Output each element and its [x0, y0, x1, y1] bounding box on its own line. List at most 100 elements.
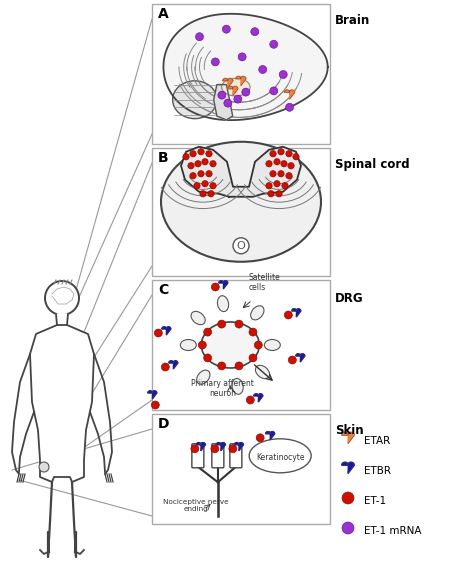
Polygon shape	[216, 443, 226, 451]
FancyBboxPatch shape	[212, 444, 224, 468]
Circle shape	[255, 341, 262, 349]
Circle shape	[342, 522, 354, 534]
Polygon shape	[214, 84, 233, 120]
Bar	[152, 280, 330, 410]
Ellipse shape	[249, 439, 311, 473]
Circle shape	[251, 28, 259, 35]
Circle shape	[191, 445, 199, 453]
Circle shape	[195, 33, 203, 41]
Circle shape	[278, 149, 284, 155]
Circle shape	[188, 163, 194, 169]
Circle shape	[45, 281, 79, 315]
Bar	[152, 4, 330, 144]
Circle shape	[211, 58, 219, 66]
Ellipse shape	[255, 365, 270, 379]
Circle shape	[204, 328, 212, 336]
Bar	[152, 414, 330, 524]
Circle shape	[235, 362, 243, 370]
Circle shape	[288, 356, 296, 364]
Text: DRG: DRG	[335, 292, 364, 305]
Circle shape	[256, 434, 264, 442]
Polygon shape	[228, 86, 238, 96]
Ellipse shape	[232, 378, 243, 394]
Polygon shape	[284, 90, 295, 99]
Circle shape	[161, 363, 169, 371]
Ellipse shape	[222, 78, 250, 96]
Circle shape	[274, 159, 280, 165]
Circle shape	[242, 88, 250, 96]
Circle shape	[202, 159, 208, 165]
Text: Keratinocyte: Keratinocyte	[256, 453, 304, 462]
Circle shape	[342, 492, 354, 504]
Circle shape	[190, 173, 196, 179]
Ellipse shape	[197, 370, 210, 385]
Polygon shape	[196, 443, 205, 451]
Circle shape	[278, 171, 284, 177]
Polygon shape	[148, 391, 157, 399]
Circle shape	[288, 163, 294, 169]
Circle shape	[206, 171, 212, 177]
Text: ET-1: ET-1	[364, 496, 386, 506]
Circle shape	[222, 25, 230, 33]
Text: O: O	[237, 241, 246, 251]
Circle shape	[218, 91, 226, 99]
Circle shape	[151, 401, 159, 409]
Circle shape	[204, 354, 212, 362]
Circle shape	[229, 445, 237, 453]
Circle shape	[282, 182, 288, 189]
Text: Satellite
cells: Satellite cells	[248, 272, 280, 292]
Circle shape	[285, 103, 293, 111]
Circle shape	[211, 283, 219, 291]
Circle shape	[198, 341, 206, 349]
Circle shape	[270, 87, 278, 95]
Circle shape	[286, 150, 292, 157]
Polygon shape	[254, 394, 263, 402]
Polygon shape	[162, 327, 171, 335]
Text: ETAR: ETAR	[364, 436, 390, 446]
Text: B: B	[158, 151, 169, 165]
Circle shape	[218, 362, 226, 370]
FancyBboxPatch shape	[192, 444, 204, 468]
Bar	[152, 148, 330, 276]
Circle shape	[234, 95, 242, 103]
Circle shape	[198, 171, 204, 177]
Polygon shape	[234, 443, 244, 451]
Text: Spinal cord: Spinal cord	[335, 158, 410, 171]
Circle shape	[246, 396, 255, 404]
Polygon shape	[30, 325, 94, 482]
Circle shape	[206, 150, 212, 157]
Polygon shape	[265, 432, 275, 440]
Circle shape	[270, 171, 276, 177]
Circle shape	[208, 190, 214, 197]
Text: ETBR: ETBR	[364, 466, 391, 476]
Circle shape	[155, 329, 162, 337]
Circle shape	[281, 160, 287, 167]
Circle shape	[194, 182, 200, 189]
Polygon shape	[219, 281, 228, 289]
Circle shape	[266, 182, 272, 189]
Text: Skin: Skin	[335, 424, 364, 437]
Text: Primary afferent
neuron: Primary afferent neuron	[191, 378, 254, 398]
Polygon shape	[169, 361, 178, 369]
Text: Nociceptive nerve
ending: Nociceptive nerve ending	[163, 499, 228, 512]
Circle shape	[39, 462, 49, 472]
Circle shape	[276, 190, 282, 197]
Ellipse shape	[191, 311, 205, 325]
Polygon shape	[236, 77, 246, 86]
Ellipse shape	[218, 296, 228, 311]
Circle shape	[235, 320, 243, 328]
Polygon shape	[342, 462, 354, 473]
Polygon shape	[164, 14, 328, 120]
Circle shape	[195, 160, 201, 167]
Circle shape	[270, 41, 278, 48]
Ellipse shape	[201, 322, 259, 368]
Circle shape	[200, 190, 206, 197]
Circle shape	[198, 149, 204, 155]
Ellipse shape	[251, 306, 264, 320]
Text: A: A	[158, 7, 169, 21]
Circle shape	[286, 173, 292, 179]
Text: Brain: Brain	[335, 14, 370, 27]
Text: ET-1 mRNA: ET-1 mRNA	[364, 526, 421, 536]
Polygon shape	[292, 309, 301, 317]
Circle shape	[190, 150, 196, 157]
